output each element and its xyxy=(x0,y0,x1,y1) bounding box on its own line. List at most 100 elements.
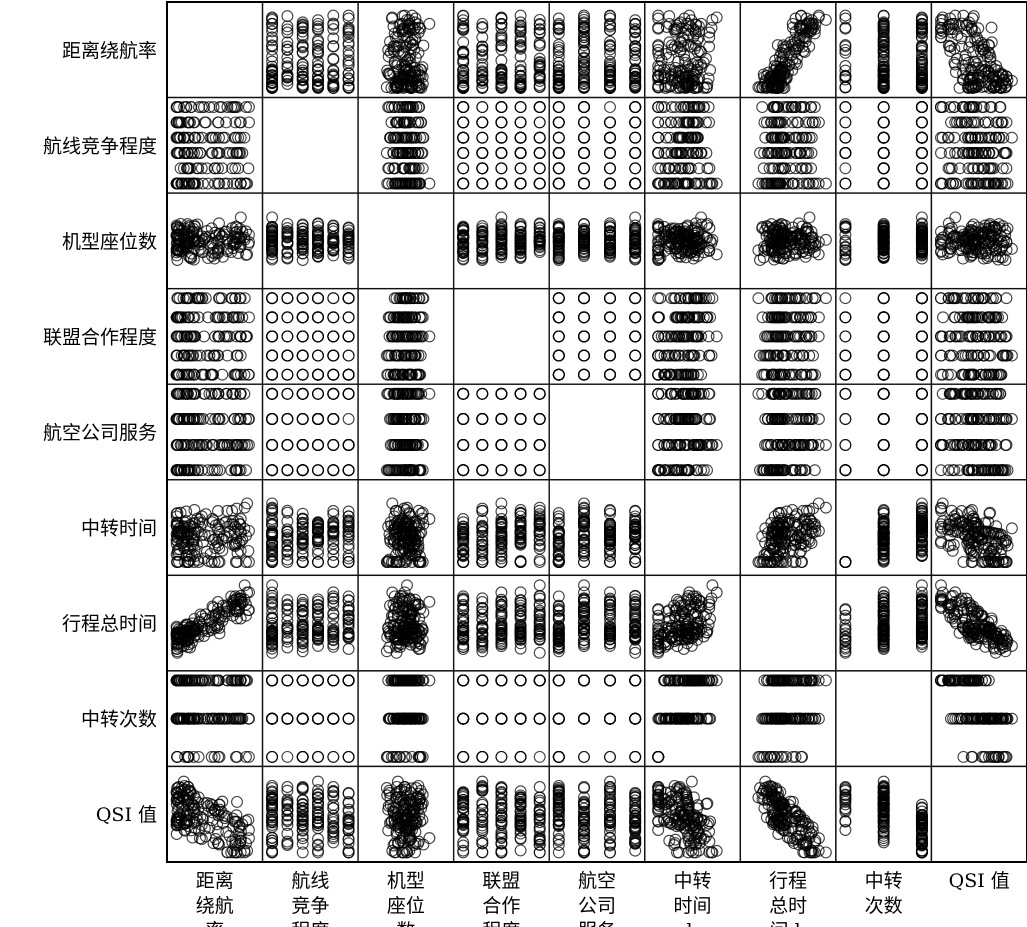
data-point xyxy=(266,43,279,56)
panel-border xyxy=(357,192,455,290)
data-point xyxy=(629,14,642,27)
panel-2-0 xyxy=(166,192,264,290)
data-point xyxy=(495,17,508,30)
data-point xyxy=(296,16,309,29)
data-point xyxy=(514,78,527,91)
data-point xyxy=(629,71,642,84)
data-point xyxy=(675,35,688,48)
data-point xyxy=(327,40,340,53)
data-point xyxy=(266,21,279,34)
data-point xyxy=(281,40,294,53)
data-point xyxy=(700,81,713,94)
data-point xyxy=(266,34,279,47)
data-point xyxy=(266,63,279,76)
data-point xyxy=(684,40,697,53)
data-point xyxy=(660,48,673,60)
data-point xyxy=(327,78,340,91)
data-point xyxy=(701,81,713,94)
data-point xyxy=(652,44,665,56)
data-point xyxy=(691,81,704,94)
data-point xyxy=(533,63,546,76)
panel-0-0 xyxy=(166,1,264,99)
data-point xyxy=(514,64,527,77)
panel-border xyxy=(548,1,646,99)
data-point xyxy=(342,56,355,69)
panel-0-8 xyxy=(930,1,1027,99)
data-point xyxy=(399,23,411,36)
data-point xyxy=(296,29,309,41)
panel-1-5 xyxy=(644,96,742,194)
data-point xyxy=(327,64,340,77)
data-point xyxy=(552,41,565,54)
data-point xyxy=(388,40,401,53)
data-point xyxy=(342,59,355,72)
panel-1-1 xyxy=(261,96,359,194)
data-point xyxy=(281,23,294,36)
data-point xyxy=(296,25,309,38)
data-point xyxy=(296,22,309,35)
data-point xyxy=(604,39,616,52)
data-point xyxy=(414,69,427,82)
data-point xyxy=(476,58,489,71)
data-point xyxy=(629,23,642,36)
panel-3-0 xyxy=(166,287,264,385)
data-point xyxy=(691,56,704,69)
data-point xyxy=(404,56,417,69)
data-point xyxy=(663,36,676,49)
data-point xyxy=(664,80,677,93)
data-point xyxy=(629,46,642,59)
data-point xyxy=(533,81,546,94)
panel-2-7 xyxy=(835,192,933,290)
data-point xyxy=(629,25,642,38)
data-point xyxy=(495,64,508,77)
panel-1-4 xyxy=(548,96,646,194)
data-point xyxy=(342,74,355,87)
data-point xyxy=(327,17,340,30)
data-point xyxy=(514,31,527,44)
data-point xyxy=(674,45,687,58)
panel-3-4 xyxy=(548,287,646,385)
data-point xyxy=(578,65,590,78)
data-point xyxy=(552,56,565,69)
data-point xyxy=(533,59,546,72)
data-point xyxy=(604,48,616,60)
data-point xyxy=(692,32,705,45)
panel-3-2 xyxy=(357,287,455,385)
data-point xyxy=(652,39,665,52)
panel-border xyxy=(835,96,933,194)
data-point xyxy=(514,39,527,52)
data-point xyxy=(514,16,527,29)
data-point xyxy=(312,39,324,52)
panel-0-1 xyxy=(261,1,359,99)
data-point xyxy=(495,40,508,53)
data-point xyxy=(652,70,665,83)
data-point xyxy=(495,71,508,84)
panel-1-6 xyxy=(739,96,837,194)
data-point xyxy=(400,25,413,38)
data-point xyxy=(266,60,279,73)
data-point xyxy=(552,23,565,36)
data-point xyxy=(457,14,470,27)
panel-border xyxy=(261,96,359,194)
data-point xyxy=(312,14,324,27)
panel-1-0 xyxy=(166,96,264,194)
data-point xyxy=(652,12,665,25)
data-point xyxy=(514,60,527,72)
data-point xyxy=(312,23,324,36)
data-point xyxy=(687,67,700,80)
data-point xyxy=(552,27,565,40)
data-point xyxy=(312,48,324,60)
data-point xyxy=(382,44,395,56)
data-point xyxy=(533,56,546,69)
data-point xyxy=(578,81,590,94)
data-point xyxy=(552,63,565,76)
data-point xyxy=(495,67,508,80)
panel-2-1 xyxy=(261,192,359,290)
data-point xyxy=(552,38,565,51)
data-point xyxy=(658,72,671,85)
data-point xyxy=(552,50,565,63)
panel-2-4 xyxy=(548,192,646,290)
data-point xyxy=(663,10,676,23)
data-point xyxy=(281,26,294,39)
data-point xyxy=(669,61,682,74)
